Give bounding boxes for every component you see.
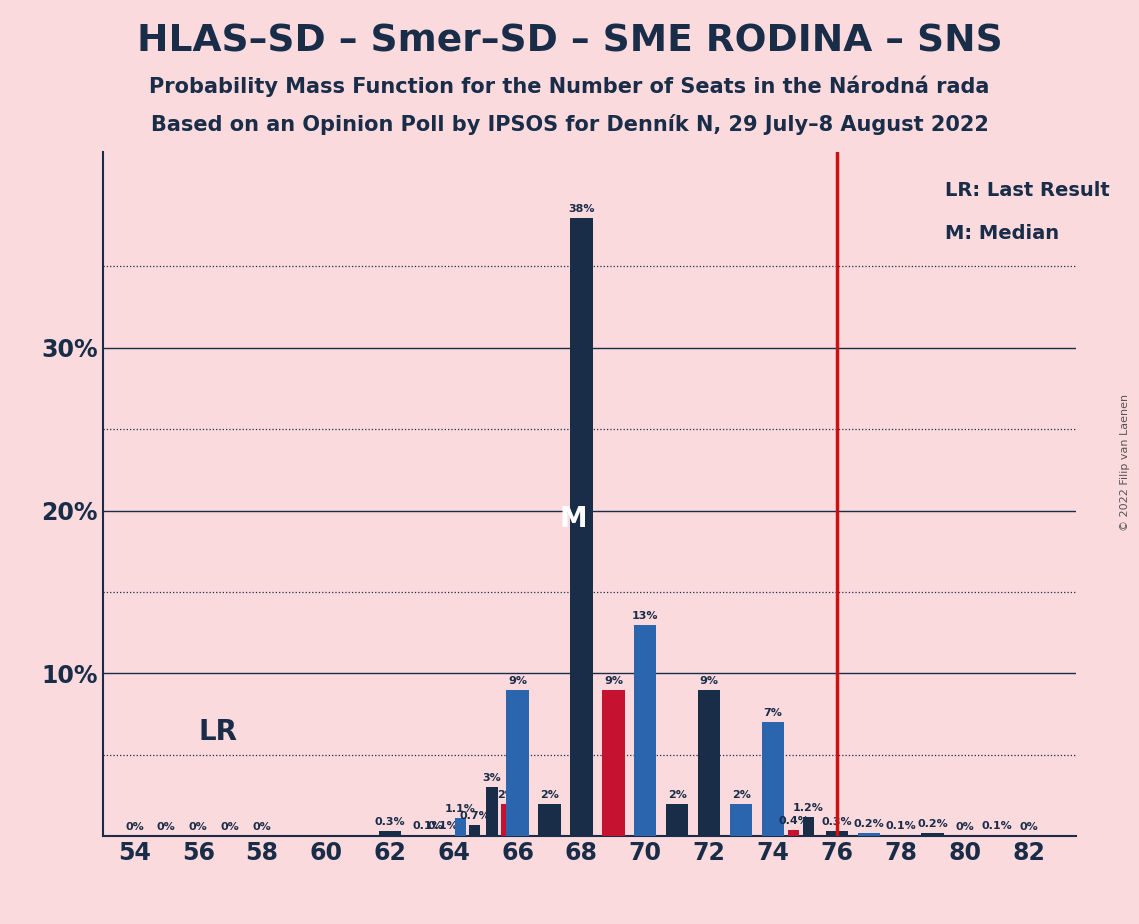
Text: 13%: 13% <box>632 611 658 621</box>
Text: 0.1%: 0.1% <box>412 821 443 831</box>
Text: Based on an Opinion Poll by IPSOS for Denník N, 29 July–8 August 2022: Based on an Opinion Poll by IPSOS for De… <box>150 114 989 135</box>
Text: 3%: 3% <box>483 773 501 784</box>
Text: 2%: 2% <box>667 790 687 799</box>
Bar <box>539 804 560 836</box>
Bar <box>890 834 912 836</box>
Text: 0.1%: 0.1% <box>885 821 916 831</box>
Bar <box>858 833 880 836</box>
Text: 0.2%: 0.2% <box>853 819 884 829</box>
Bar <box>826 832 849 836</box>
Text: 7%: 7% <box>763 708 782 718</box>
Text: 38%: 38% <box>568 203 595 213</box>
Text: M: Median: M: Median <box>945 225 1059 243</box>
Bar <box>803 817 813 836</box>
Bar <box>788 830 800 836</box>
Text: 2%: 2% <box>497 790 516 799</box>
Bar <box>762 723 785 836</box>
Text: 0.7%: 0.7% <box>459 810 490 821</box>
Text: 9%: 9% <box>508 675 527 686</box>
Bar <box>666 804 688 836</box>
Text: 2%: 2% <box>540 790 559 799</box>
Text: 0%: 0% <box>125 822 144 833</box>
Bar <box>507 689 528 836</box>
Text: Probability Mass Function for the Number of Seats in the Národná rada: Probability Mass Function for the Number… <box>149 76 990 97</box>
Text: © 2022 Filip van Laenen: © 2022 Filip van Laenen <box>1120 394 1130 530</box>
Bar <box>469 825 480 836</box>
Text: 9%: 9% <box>699 675 719 686</box>
Text: 1.1%: 1.1% <box>444 804 476 814</box>
Bar <box>423 834 434 836</box>
Text: LR: LR <box>198 718 237 746</box>
Text: 0%: 0% <box>157 822 175 833</box>
Text: LR: Last Result: LR: Last Result <box>945 181 1109 201</box>
Text: 0%: 0% <box>253 822 271 833</box>
Text: 0.1%: 0.1% <box>427 821 458 831</box>
Bar <box>730 804 752 836</box>
Text: 0%: 0% <box>956 822 974 833</box>
Text: 0.2%: 0.2% <box>917 819 948 829</box>
Bar <box>571 217 592 836</box>
Text: 1.2%: 1.2% <box>793 803 823 812</box>
Bar <box>634 625 656 836</box>
Text: M: M <box>559 505 588 533</box>
Text: 0.4%: 0.4% <box>778 816 809 826</box>
Text: 0%: 0% <box>189 822 207 833</box>
Text: 0.3%: 0.3% <box>375 817 405 827</box>
Text: 0%: 0% <box>221 822 239 833</box>
Text: 2%: 2% <box>731 790 751 799</box>
Bar <box>501 804 513 836</box>
Bar <box>437 834 448 836</box>
Bar <box>921 833 944 836</box>
Bar <box>454 819 466 836</box>
Bar <box>985 834 1008 836</box>
Bar <box>486 787 498 836</box>
Bar <box>698 689 720 836</box>
Text: 0.3%: 0.3% <box>821 817 852 827</box>
Text: HLAS–SD – Smer–SD – SME RODINA – SNS: HLAS–SD – Smer–SD – SME RODINA – SNS <box>137 23 1002 59</box>
Text: 0.1%: 0.1% <box>981 821 1011 831</box>
Text: 9%: 9% <box>604 675 623 686</box>
Bar <box>378 832 401 836</box>
Bar <box>603 689 624 836</box>
Text: 0%: 0% <box>1019 822 1038 833</box>
